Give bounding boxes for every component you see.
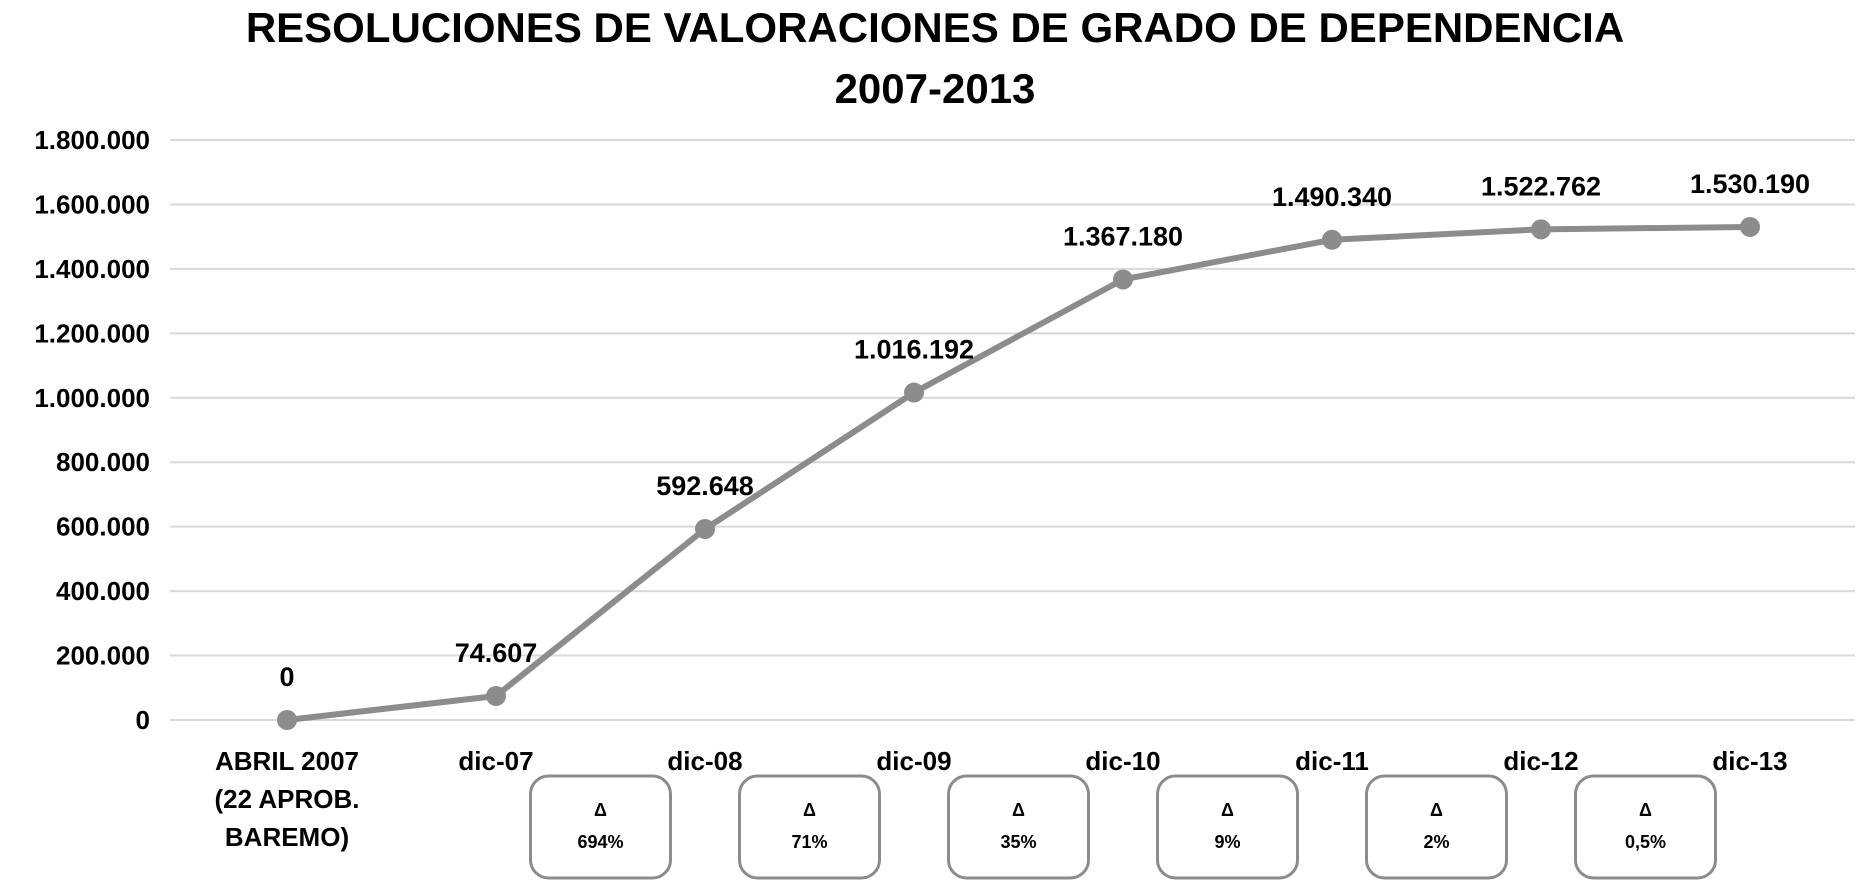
delta-annotation: Δ 71% <box>738 774 881 880</box>
delta-annotations: Δ 694% Δ 71% Δ 35% Δ 9% Δ 2% Δ 0,5% <box>529 774 1717 880</box>
delta-symbol: Δ <box>1221 800 1234 820</box>
delta-box <box>947 774 1090 880</box>
data-labels: 0 74.607 592.648 1.016.192 1.367.180 1.490.34… <box>279 169 1810 692</box>
data-point <box>1740 216 1760 237</box>
delta-box <box>1574 774 1717 880</box>
delta-annotation: Δ 0,5% <box>1574 774 1717 880</box>
delta-symbol: Δ <box>1012 800 1025 820</box>
x-tick-label: dic-08 <box>667 746 742 776</box>
data-label: 1.016.192 <box>854 335 974 365</box>
delta-annotation: Δ 35% <box>947 774 1090 880</box>
x-axis-category-labels: ABRIL 2007 (22 APROB. BAREMO) dic-07 dic-08 d… <box>215 746 1788 852</box>
y-tick-label: 600.000 <box>56 512 150 542</box>
data-label: 592.648 <box>656 471 754 501</box>
delta-symbol: Δ <box>1639 800 1652 820</box>
data-point <box>486 685 506 706</box>
x-tick-label: ABRIL 2007 (22 APROB. BAREMO) <box>215 746 360 852</box>
series <box>277 216 1760 730</box>
x-tick-label: dic-10 <box>1085 746 1160 776</box>
data-point <box>1531 219 1551 240</box>
x-tick-label: dic-11 <box>1295 746 1369 776</box>
delta-value: 35% <box>1000 832 1036 852</box>
x-tick-label: dic-09 <box>876 746 951 776</box>
delta-value: 0,5% <box>1625 832 1666 852</box>
y-tick-label: 1.200.000 <box>34 318 150 348</box>
data-point <box>695 519 715 540</box>
data-label: 1.522.762 <box>1481 171 1601 201</box>
delta-value: 2% <box>1423 832 1449 852</box>
y-tick-label: 800.000 <box>56 447 150 477</box>
delta-value: 71% <box>791 832 827 852</box>
x-tick-label: dic-13 <box>1712 746 1787 776</box>
y-axis-tick-labels: 0 200.000 400.000 600.000 800.000 1.000.000 1.… <box>34 125 150 735</box>
data-point <box>1322 229 1342 250</box>
data-label: 1.367.180 <box>1063 221 1183 251</box>
x-tick-label: dic-12 <box>1503 746 1578 776</box>
data-label: 74.607 <box>455 638 538 668</box>
series-line <box>284 223 1753 723</box>
delta-symbol: Δ <box>594 800 607 820</box>
y-tick-label: 1.400.000 <box>34 254 150 284</box>
delta-box <box>1365 774 1508 880</box>
data-point <box>277 710 297 730</box>
delta-annotation: Δ 2% <box>1365 774 1508 880</box>
y-tick-label: 1.000.000 <box>34 383 150 413</box>
delta-symbol: Δ <box>803 800 816 820</box>
data-label: 1.490.340 <box>1272 182 1392 212</box>
data-point <box>904 382 924 403</box>
data-label: 0 <box>279 662 294 692</box>
x-tick-label: dic-07 <box>458 746 533 776</box>
delta-value: 694% <box>577 832 623 852</box>
delta-box <box>738 774 881 880</box>
y-tick-label: 400.000 <box>56 576 150 606</box>
delta-value: 9% <box>1214 832 1240 852</box>
chart-title: RESOLUCIONES DE VALORACIONES DE GRADO DE… <box>246 4 1624 51</box>
data-point <box>1113 269 1133 290</box>
delta-box <box>1156 774 1299 880</box>
chart-subtitle: 2007-2013 <box>835 65 1036 112</box>
gridlines <box>170 139 1855 721</box>
delta-box <box>529 774 672 880</box>
y-tick-label: 0 <box>136 705 150 735</box>
delta-annotation: Δ 694% <box>529 774 672 880</box>
y-tick-label: 1.800.000 <box>34 125 150 155</box>
delta-annotation: Δ 9% <box>1156 774 1299 880</box>
y-tick-label: 200.000 <box>56 641 150 671</box>
y-tick-label: 1.600.000 <box>34 189 150 219</box>
delta-symbol: Δ <box>1430 800 1443 820</box>
data-label: 1.530.190 <box>1690 169 1810 199</box>
